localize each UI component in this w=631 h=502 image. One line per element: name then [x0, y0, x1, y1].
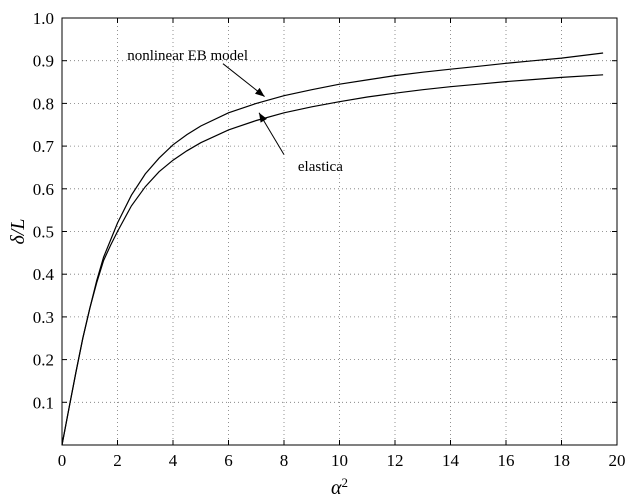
y-tick-label: 0.9 [33, 52, 54, 71]
y-tick-label: 0.5 [33, 223, 54, 242]
x-tick-label: 16 [498, 451, 515, 470]
annotation-arrowhead-nonlinear-eb [254, 87, 265, 97]
y-tick-label: 0.3 [33, 308, 54, 327]
annotation-label-nonlinear-eb: nonlinear EB model [127, 48, 248, 64]
x-tick-label: 18 [553, 451, 570, 470]
series-line-elastica [61, 74, 604, 446]
y-tick-label: 0.1 [33, 393, 54, 412]
y-tick-label: 1.0 [33, 9, 54, 28]
x-tick-label: 20 [609, 451, 626, 470]
x-tick-label: 2 [113, 451, 122, 470]
axis-ticks: 0 2 4 6 8 10 12 14 16 18 20 0.1 0.2 0.3 0.4 0.5 0.6 0.7 0.… [33, 9, 626, 470]
y-tick-label: 0.2 [33, 351, 54, 370]
y-tick-label: 0.7 [33, 137, 55, 156]
x-tick-label: 0 [58, 451, 67, 470]
x-tick-label: 8 [280, 451, 289, 470]
x-tick-label: 12 [387, 451, 404, 470]
y-tick-label: 0.6 [33, 180, 54, 199]
y-tick-label: 0.4 [33, 265, 55, 284]
annotation-arrowhead-elastica [259, 112, 267, 123]
x-tick-label: 4 [169, 451, 178, 470]
y-tick-label: 0.8 [33, 94, 54, 113]
series-lines [61, 52, 604, 446]
x-tick-label: 10 [331, 451, 348, 470]
annotation-label-elastica: elastica [298, 159, 343, 175]
x-axis-label: α2 [331, 475, 348, 500]
annotations: nonlinear EB model elastica [127, 48, 343, 175]
x-tick-label: 6 [224, 451, 233, 470]
grid [62, 18, 617, 445]
series-line-nonlinear-eb [61, 52, 604, 446]
x-tick-label: 14 [442, 451, 460, 470]
y-axis-label: δ/L [7, 219, 29, 245]
